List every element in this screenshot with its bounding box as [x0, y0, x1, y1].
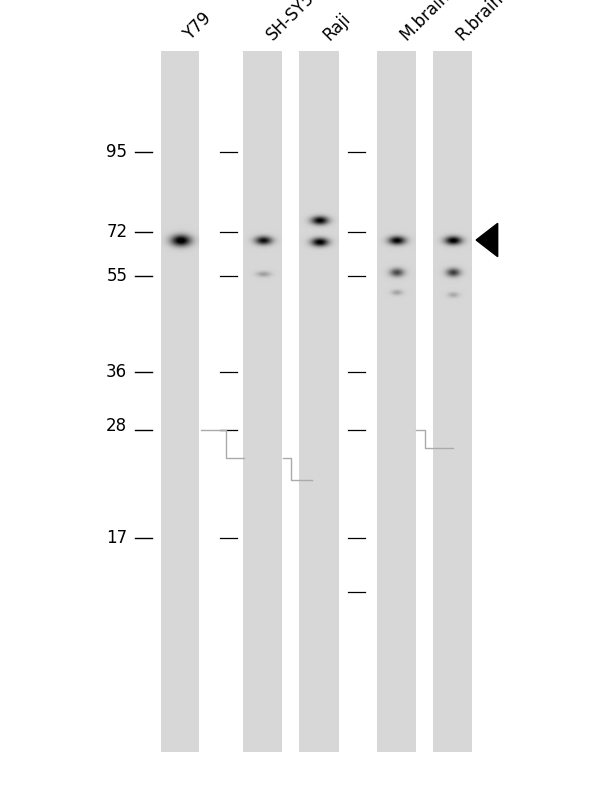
Text: SH-SY5Y: SH-SY5Y — [263, 0, 326, 44]
Text: 17: 17 — [106, 529, 127, 546]
Text: Raji: Raji — [319, 10, 354, 44]
Text: M.brain: M.brain — [397, 0, 453, 44]
Polygon shape — [476, 223, 498, 257]
Text: 95: 95 — [106, 143, 127, 161]
Text: Y79: Y79 — [181, 10, 215, 44]
Text: 36: 36 — [106, 363, 127, 381]
Text: 72: 72 — [106, 223, 127, 241]
Text: 28: 28 — [106, 417, 127, 434]
Text: R.brain: R.brain — [453, 0, 507, 44]
Text: 55: 55 — [106, 267, 127, 285]
